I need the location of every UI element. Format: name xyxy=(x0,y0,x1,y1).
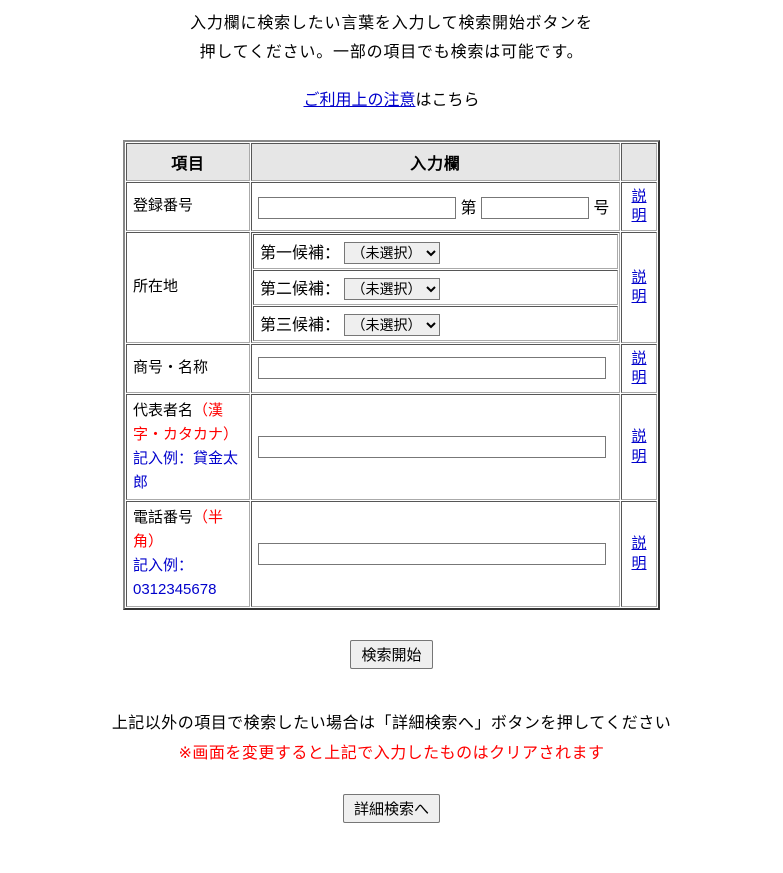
header-input: 入力欄 xyxy=(251,143,620,181)
reg-no-middle: 第 xyxy=(460,200,476,217)
explain-link-rep[interactable]: 説明 xyxy=(632,427,647,466)
cand2-label: 第二候補： xyxy=(260,281,340,298)
phone-label-blue1: 記入例： xyxy=(133,557,193,574)
notice-suffix: はこちら xyxy=(416,92,480,109)
rep-label-main: 代表者名 xyxy=(133,402,193,419)
header-explain-blank xyxy=(621,143,657,181)
reg-no-sub-input[interactable] xyxy=(481,197,589,219)
cell-phone xyxy=(251,501,620,607)
intro-line2: 押してください。一部の項目でも検索は可能です。 xyxy=(200,44,584,61)
label-reg-no: 登録番号 xyxy=(126,182,250,231)
label-company: 商号・名称 xyxy=(126,344,250,393)
cell-location: 第一候補： （未選択） 第二候補： （未選択） 第三候補： （未選択） xyxy=(251,232,620,343)
phone-label-main: 電話番号 xyxy=(133,509,193,526)
phone-input[interactable] xyxy=(258,543,606,565)
cell-rep xyxy=(251,394,620,500)
label-rep: 代表者名（漢字・カタカナ） 記入例：貸金太郎 xyxy=(126,394,250,500)
search-form-table: 項目 入力欄 登録番号 第 号 説明 所在地 第一候補： （未選択） xyxy=(123,140,660,610)
detail-button-area: 詳細検索へ xyxy=(0,794,783,823)
intro-text: 入力欄に検索したい言葉を入力して検索開始ボタンを 押してください。一部の項目でも… xyxy=(0,10,783,68)
cand3-select[interactable]: （未選択） xyxy=(344,314,440,336)
cell-company xyxy=(251,344,620,393)
cand1-label: 第一候補： xyxy=(260,245,340,262)
explain-link-reg-no[interactable]: 説明 xyxy=(632,187,647,226)
cand3-label: 第三候補： xyxy=(260,317,340,334)
location-inner-table: 第一候補： （未選択） 第二候補： （未選択） 第三候補： （未選択） xyxy=(252,233,619,342)
company-input[interactable] xyxy=(258,357,606,379)
explain-link-company[interactable]: 説明 xyxy=(632,349,647,388)
reg-no-main-input[interactable] xyxy=(258,197,456,219)
search-start-button[interactable]: 検索開始 xyxy=(350,640,432,669)
explain-link-phone[interactable]: 説明 xyxy=(632,534,647,573)
label-phone: 電話番号（半角） 記入例： 0312345678 xyxy=(126,501,250,607)
notice-line: ご利用上の注意はこちら xyxy=(0,86,783,110)
intro-line1: 入力欄に検索したい言葉を入力して検索開始ボタンを xyxy=(190,15,593,32)
rep-label-blue: 記入例：貸金太郎 xyxy=(133,450,238,491)
label-location: 所在地 xyxy=(126,232,250,343)
cand1-select[interactable]: （未選択） xyxy=(344,242,440,264)
explain-link-location[interactable]: 説明 xyxy=(632,268,647,307)
header-item: 項目 xyxy=(126,143,250,181)
footer-line1: 上記以外の項目で検索したい場合は「詳細検索へ」ボタンを押してください xyxy=(112,715,671,732)
usage-notice-link[interactable]: ご利用上の注意 xyxy=(303,92,415,109)
cand2-select[interactable]: （未選択） xyxy=(344,278,440,300)
search-button-area: 検索開始 xyxy=(0,640,783,669)
rep-input[interactable] xyxy=(258,436,606,458)
cell-reg-no: 第 号 xyxy=(251,182,620,231)
reg-no-suffix: 号 xyxy=(593,200,609,217)
phone-label-blue2: 0312345678 xyxy=(133,581,216,598)
to-detail-search-button[interactable]: 詳細検索へ xyxy=(343,794,440,823)
footer-line2: ※画面を変更すると上記で入力したものはクリアされます xyxy=(179,745,605,762)
footer-text: 上記以外の項目で検索したい場合は「詳細検索へ」ボタンを押してください ※画面を変… xyxy=(0,709,783,770)
